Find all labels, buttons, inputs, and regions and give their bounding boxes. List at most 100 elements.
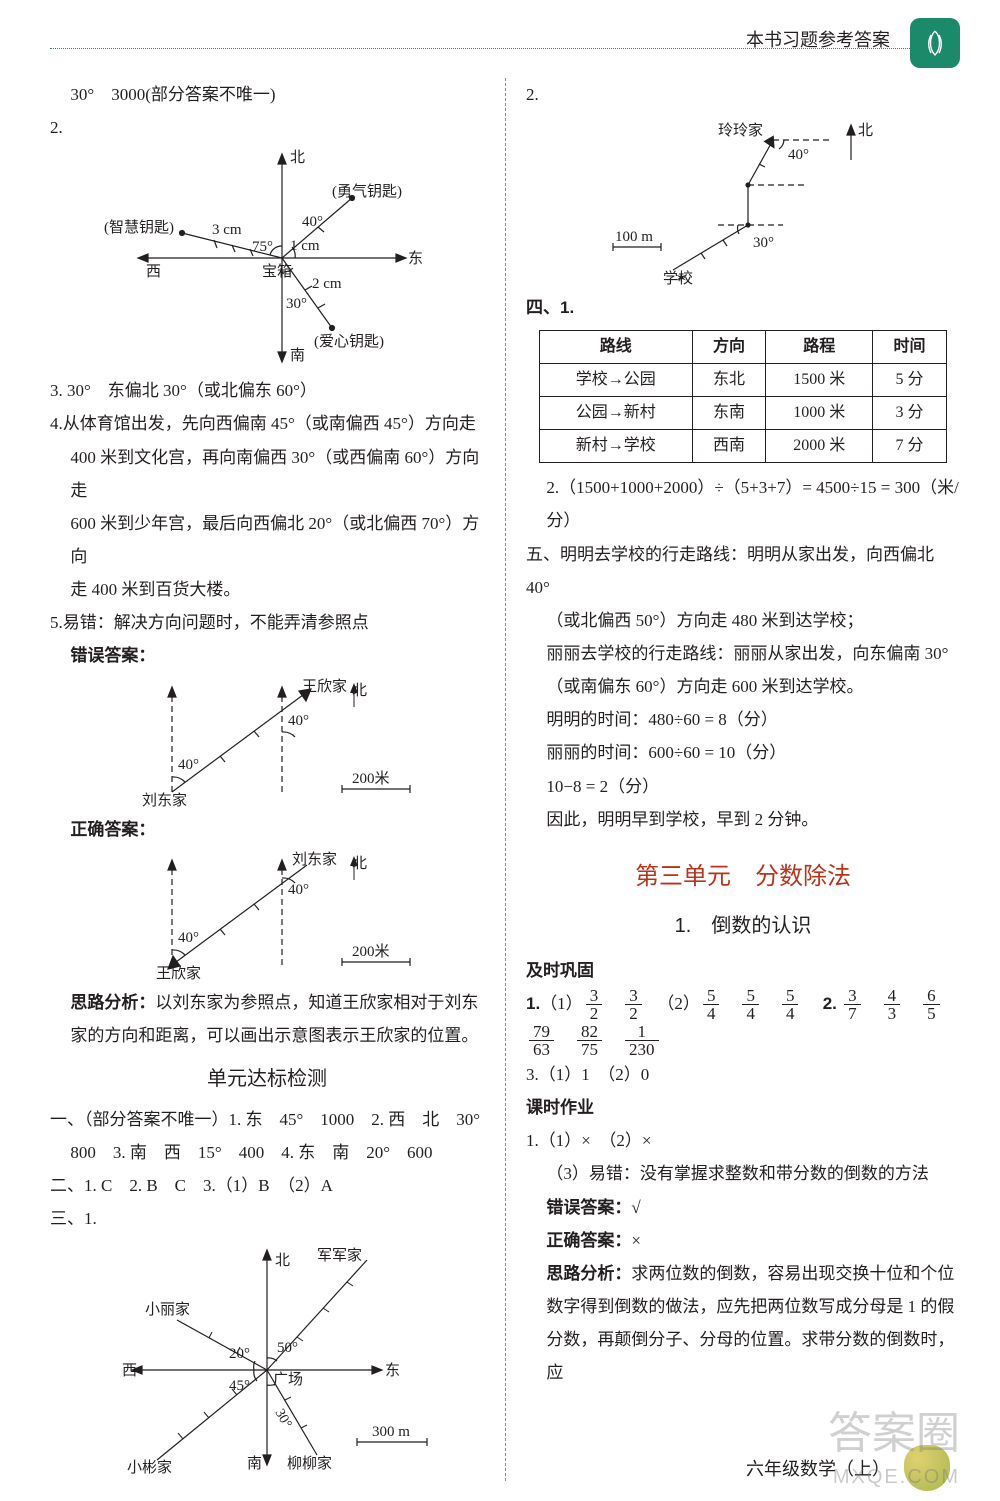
svg-text:广场: 广场 — [273, 1371, 303, 1388]
ana1-text: 求两位数的倒数，容易出现交换十位和个位 — [631, 1264, 954, 1283]
q5g: 10−8 = 2（分） — [526, 770, 960, 803]
svg-text:30°: 30° — [286, 296, 307, 312]
svg-text:西: 西 — [146, 264, 161, 280]
svg-text:45°: 45° — [229, 1378, 250, 1394]
table-row: 公园→新村东南1000 米3 分 — [540, 397, 947, 430]
svg-text:王欣家: 王欣家 — [156, 965, 201, 980]
left-column: 30° 3000(部分答案不唯一) 2. — [50, 78, 490, 1481]
page-footer: 六年级数学（上） — [746, 1445, 950, 1491]
frac-line2: 7963 8275 1230 — [526, 1022, 960, 1058]
ksz-label: 课时作业 — [526, 1091, 960, 1124]
q4b: 400 米到文化宫，再向南偏西 30°（或西偏南 60°）方向走 — [50, 441, 484, 507]
route-table: 路线 方向 路程 时间 学校→公园东北1500 米5 分 公园→新村东南1000… — [539, 330, 947, 463]
y2: 二、1. C 2. B C 3.（1）B （2）A — [50, 1169, 484, 1202]
svg-text:小丽家: 小丽家 — [145, 1301, 190, 1318]
th: 路线 — [540, 331, 693, 364]
table-row: 新村→学校西南2000 米7 分 — [540, 430, 947, 463]
svg-text:40°: 40° — [788, 147, 809, 163]
svg-text:(智慧钥匙): (智慧钥匙) — [104, 218, 174, 236]
text-line: 30° 3000(部分答案不唯一) — [50, 78, 484, 111]
footer-text: 六年级数学（上） — [746, 1455, 890, 1481]
svg-text:学校: 学校 — [663, 270, 693, 285]
frac-line1: 1.（1）32 32 （2）54 54 54 2. 37 43 65 — [526, 987, 960, 1023]
unit-test-title: 单元达标检测 — [50, 1060, 484, 1099]
table-row: 学校→公园东北1500 米5 分 — [540, 364, 947, 397]
y3-num: 三、1. — [50, 1202, 484, 1235]
svg-text:西: 西 — [122, 1363, 137, 1379]
q2-number: 2. — [50, 118, 63, 137]
svg-text:2 cm: 2 cm — [312, 276, 342, 292]
ana2: 数字得到倒数的做法，应先把两位数写成分母是 1 的假 — [526, 1290, 960, 1323]
cor-label: 正确答案： — [546, 1231, 631, 1250]
q4-num: 4. — [50, 414, 63, 433]
svg-text:(爱心钥匙): (爱心钥匙) — [314, 333, 384, 350]
th: 方向 — [692, 331, 766, 364]
svg-text:北: 北 — [275, 1252, 290, 1269]
svg-text:300 m: 300 m — [372, 1424, 410, 1440]
svg-text:北: 北 — [290, 149, 305, 166]
jskg-label: 及时巩固 — [526, 954, 960, 987]
compass-diagram-1: 北 南 东 西 (智慧钥匙) (勇气钥匙) (爱心钥匙) 宝箱 75° 40° … — [102, 148, 432, 368]
q5-err: 易错：解决方向问题时，不能弄清参照点 — [63, 613, 369, 632]
right-column: 2. ✶ — [520, 78, 960, 1481]
q4c: 600 米到少年宫，最后向西偏北 20°（或北偏西 70°）方向 — [50, 507, 484, 573]
th: 时间 — [873, 331, 947, 364]
table-header-row: 路线 方向 路程 时间 — [540, 331, 947, 364]
q3: 3. 30° 东偏北 30°（或北偏东 60°） — [50, 374, 484, 407]
q5d: （或南偏东 60°）方向走 600 米到达学校。 — [526, 670, 960, 703]
unit3-sub: 1. 倒数的认识 — [526, 907, 960, 946]
svg-text:30°: 30° — [753, 235, 774, 251]
unit3-title: 第三单元 分数除法 — [526, 854, 960, 901]
r-q2: 2. — [526, 85, 539, 104]
f3: 3.（1）1 （2）0 — [526, 1058, 960, 1091]
q5-num: 5. — [50, 613, 63, 632]
svg-text:刘东家: 刘东家 — [142, 792, 187, 807]
svg-text:40°: 40° — [302, 214, 323, 230]
right-label: 正确答案： — [50, 813, 484, 846]
correct-diagram: 王欣家 刘东家 北 40° 40° 200米 — [112, 850, 422, 980]
svg-text:40°: 40° — [288, 882, 309, 898]
wrong-diagram: 刘东家 王欣家 北 40° 40° 200米 — [112, 677, 422, 807]
hw1: 1.（1）× （2）× — [526, 1124, 960, 1157]
q4a: 从体育馆出发，先向西偏南 45°（或南偏西 45°）方向走 — [63, 414, 476, 433]
svg-text:1 cm: 1 cm — [290, 238, 320, 254]
q4d: 走 400 米到百货大楼。 — [50, 573, 484, 606]
y1: 一、（部分答案不唯一）1. 东 45° 1000 2. 西 北 30° — [50, 1103, 484, 1136]
svg-text:3 cm: 3 cm — [212, 222, 242, 238]
y1b: 800 3. 南 西 15° 400 4. 东 南 20° 600 — [50, 1136, 484, 1169]
lingling-diagram: ✶ 玲玲家 北 40° 30° 学校 100 m — [583, 115, 903, 285]
svg-text:40°: 40° — [178, 757, 199, 773]
q4-label: 四、1. — [526, 298, 574, 317]
analysis-label: 思路分析： — [70, 993, 155, 1012]
q5e: 明明的时间：480÷60 = 8（分） — [526, 703, 960, 736]
q5c: 丽丽去学校的行走路线：丽丽从家出发，向东偏南 30° — [526, 637, 960, 670]
acorn-icon — [904, 1445, 950, 1491]
svg-text:40°: 40° — [178, 930, 199, 946]
svg-text:南: 南 — [290, 347, 305, 364]
svg-text:(勇气钥匙): (勇气钥匙) — [332, 183, 402, 200]
svg-text:40°: 40° — [288, 713, 309, 729]
svg-text:100 m: 100 m — [615, 229, 653, 245]
svg-text:柳柳家: 柳柳家 — [287, 1455, 332, 1472]
svg-text:南: 南 — [247, 1455, 262, 1472]
svg-text:北: 北 — [858, 122, 873, 139]
svg-text:20°: 20° — [229, 1346, 250, 1362]
svg-text:200米: 200米 — [352, 943, 390, 960]
svg-text:东: 东 — [385, 1362, 400, 1379]
svg-text:刘东家: 刘东家 — [292, 851, 337, 868]
logo-icon — [910, 18, 960, 68]
svg-text:军军家: 军军家 — [317, 1247, 362, 1264]
svg-text:50°: 50° — [277, 1340, 298, 1356]
svg-text:200米: 200米 — [352, 770, 390, 787]
svg-text:小彬家: 小彬家 — [127, 1459, 172, 1475]
page-header: 本书习题参考答案 — [50, 30, 960, 70]
err-label: 错误答案： — [546, 1198, 631, 1217]
q4-2: 2.（1500+1000+2000）÷（5+3+7）= 4500÷15 = 30… — [526, 471, 960, 537]
header-title: 本书习题参考答案 — [746, 26, 890, 52]
svg-text:东: 东 — [408, 250, 423, 267]
ana-label: 思路分析： — [546, 1264, 631, 1283]
wrong-label: 错误答案： — [50, 639, 484, 672]
ana3: 分数，再颠倒分子、分母的位置。求带分数的倒数时，应 — [526, 1323, 960, 1389]
svg-text:玲玲家: 玲玲家 — [718, 122, 763, 139]
q5h: 因此，明明早到学校，早到 2 分钟。 — [526, 803, 960, 836]
